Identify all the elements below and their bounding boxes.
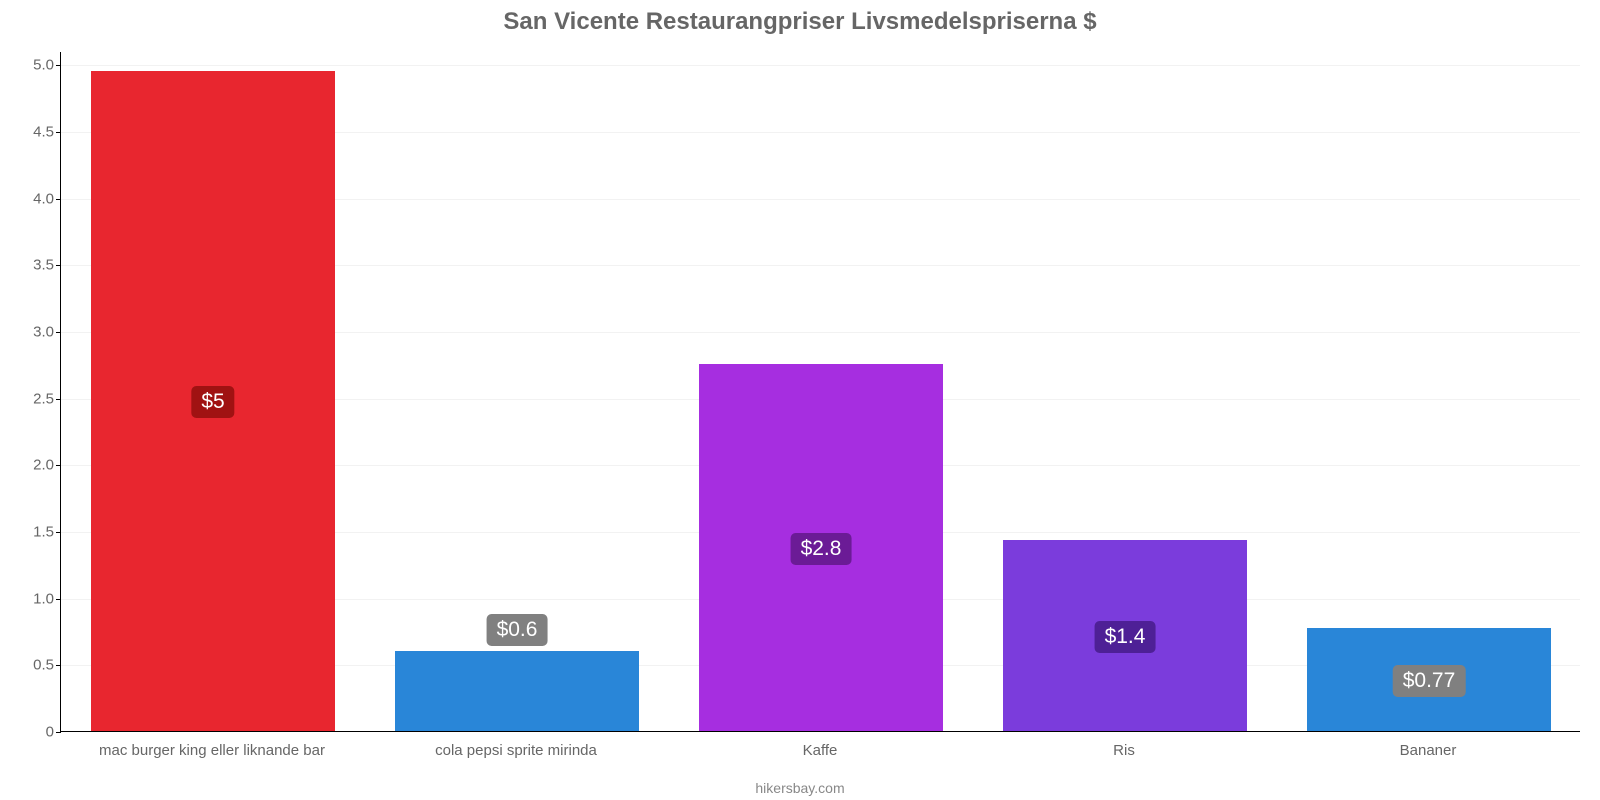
- x-category-label: Ris: [972, 742, 1276, 759]
- y-tick: [56, 732, 61, 733]
- y-tick-label: 3.0: [33, 324, 54, 341]
- y-tick: [56, 399, 61, 400]
- chart-attribution: hikersbay.com: [0, 780, 1600, 796]
- y-tick: [56, 65, 61, 66]
- x-category-label: mac burger king eller liknande bar: [60, 742, 364, 759]
- y-tick-label: 3.5: [33, 257, 54, 274]
- value-badge: $5: [191, 386, 234, 418]
- y-tick-label: 2.5: [33, 390, 54, 407]
- price-bar-chart: San Vicente Restaurangpriser Livsmedelsp…: [0, 0, 1600, 800]
- y-tick-label: 0: [46, 724, 54, 741]
- y-tick: [56, 199, 61, 200]
- value-badge: $0.77: [1393, 665, 1466, 697]
- x-category-label: Bananer: [1276, 742, 1580, 759]
- x-category-label: cola pepsi sprite mirinda: [364, 742, 668, 759]
- grid-line: [61, 65, 1580, 66]
- y-tick-label: 5.0: [33, 57, 54, 74]
- y-tick: [56, 332, 61, 333]
- chart-title: San Vicente Restaurangpriser Livsmedelsp…: [0, 8, 1600, 36]
- plot-area: $5 $0.6 $2.8 $1.4 $0.77: [60, 52, 1580, 732]
- y-tick-label: 2.0: [33, 457, 54, 474]
- bar: [395, 651, 638, 731]
- value-badge: $2.8: [791, 533, 852, 565]
- value-badge: $1.4: [1095, 621, 1156, 653]
- y-tick-label: 4.5: [33, 124, 54, 141]
- y-tick: [56, 532, 61, 533]
- x-category-label: Kaffe: [668, 742, 972, 759]
- value-badge: $0.6: [487, 614, 548, 646]
- y-tick-label: 1.0: [33, 590, 54, 607]
- y-tick-label: 0.5: [33, 657, 54, 674]
- y-tick: [56, 599, 61, 600]
- y-tick: [56, 265, 61, 266]
- y-tick: [56, 132, 61, 133]
- y-tick: [56, 665, 61, 666]
- y-tick-label: 4.0: [33, 190, 54, 207]
- y-tick-label: 1.5: [33, 524, 54, 541]
- y-tick: [56, 465, 61, 466]
